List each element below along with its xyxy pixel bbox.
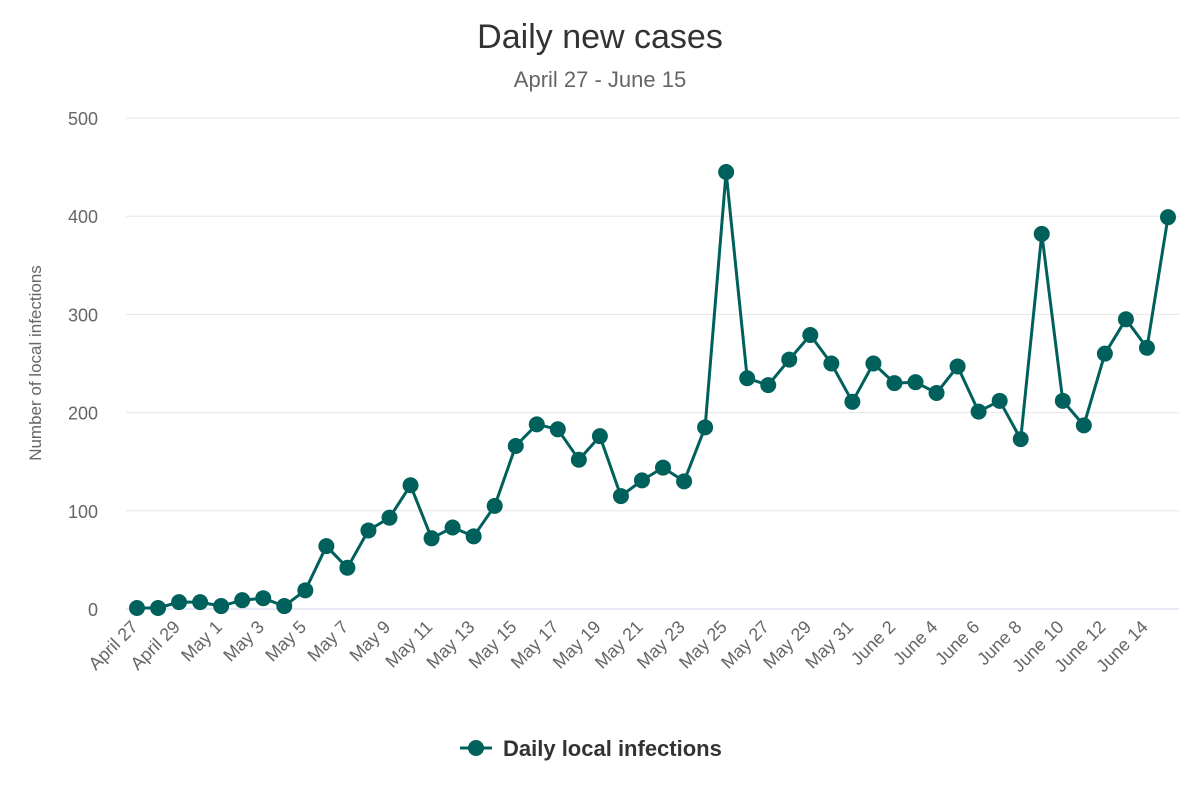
- data-point[interactable]: [255, 590, 272, 607]
- data-point[interactable]: [781, 351, 798, 368]
- data-point[interactable]: [633, 472, 650, 489]
- data-point[interactable]: [970, 403, 987, 420]
- data-point[interactable]: [276, 598, 293, 615]
- data-point[interactable]: [865, 355, 882, 372]
- data-point[interactable]: [591, 428, 608, 445]
- data-point[interactable]: [528, 416, 545, 433]
- data-point[interactable]: [928, 384, 945, 401]
- y-tick-label: 200: [68, 404, 98, 424]
- legend-label[interactable]: Daily local infections: [503, 736, 722, 761]
- legend[interactable]: Daily local infections: [460, 736, 722, 761]
- data-point[interactable]: [760, 377, 777, 394]
- y-axis-ticks: 0 100 200 300 400 500: [68, 109, 98, 620]
- data-point[interactable]: [907, 374, 924, 391]
- y-tick-label: 300: [68, 305, 98, 325]
- data-point[interactable]: [570, 451, 587, 468]
- x-tick-label: June 2: [847, 617, 899, 669]
- data-point[interactable]: [192, 594, 209, 611]
- x-tick-label: May 3: [219, 617, 268, 666]
- y-axis-label: Number of local infections: [26, 265, 45, 461]
- data-point[interactable]: [507, 437, 524, 454]
- data-point[interactable]: [171, 594, 188, 611]
- y-tick-label: 500: [68, 109, 98, 129]
- data-point[interactable]: [150, 600, 167, 617]
- data-point[interactable]: [1160, 209, 1176, 226]
- data-point[interactable]: [949, 358, 966, 375]
- data-point[interactable]: [823, 355, 840, 372]
- data-point[interactable]: [129, 600, 145, 617]
- series-group: [129, 164, 1176, 617]
- data-point[interactable]: [213, 598, 230, 615]
- data-point[interactable]: [718, 164, 735, 181]
- data-point[interactable]: [1096, 345, 1113, 362]
- data-point[interactable]: [844, 393, 861, 410]
- data-point[interactable]: [360, 522, 377, 539]
- data-point[interactable]: [886, 375, 903, 392]
- y-tick-label: 100: [68, 502, 98, 522]
- data-point[interactable]: [318, 538, 335, 555]
- series-line: [135, 170, 1170, 610]
- x-tick-label: May 1: [177, 617, 226, 666]
- data-point[interactable]: [1138, 339, 1155, 356]
- data-point[interactable]: [1012, 431, 1029, 448]
- data-point[interactable]: [655, 459, 672, 476]
- data-point[interactable]: [423, 530, 440, 547]
- data-point[interactable]: [234, 592, 251, 609]
- y-tick-label: 0: [88, 600, 98, 620]
- data-point[interactable]: [1033, 225, 1050, 242]
- y-tick-label: 400: [68, 207, 98, 227]
- data-point[interactable]: [612, 488, 629, 505]
- chart-title: Daily new cases: [477, 18, 723, 56]
- data-point[interactable]: [676, 473, 693, 490]
- data-point[interactable]: [1054, 392, 1071, 409]
- x-tick-label: June 6: [931, 617, 983, 669]
- data-point[interactable]: [339, 559, 356, 576]
- data-point[interactable]: [465, 528, 482, 545]
- x-tick-label: May 7: [303, 617, 352, 666]
- gridlines: [126, 117, 1179, 610]
- data-point[interactable]: [402, 477, 419, 494]
- data-point[interactable]: [802, 327, 819, 344]
- data-point[interactable]: [444, 519, 461, 536]
- data-point[interactable]: [486, 497, 503, 514]
- data-point[interactable]: [697, 419, 714, 436]
- data-point[interactable]: [549, 421, 566, 438]
- x-tick-label: May 5: [261, 617, 310, 666]
- x-tick-label: June 4: [889, 617, 941, 669]
- x-tick-label: May 31: [801, 617, 857, 673]
- data-point[interactable]: [381, 509, 398, 526]
- legend-point-marker: [468, 740, 484, 756]
- data-point[interactable]: [739, 370, 756, 387]
- data-point[interactable]: [991, 392, 1008, 409]
- chart-subtitle: April 27 - June 15: [514, 67, 686, 92]
- data-point[interactable]: [297, 582, 314, 599]
- data-point[interactable]: [1075, 417, 1092, 434]
- data-point[interactable]: [1117, 311, 1134, 328]
